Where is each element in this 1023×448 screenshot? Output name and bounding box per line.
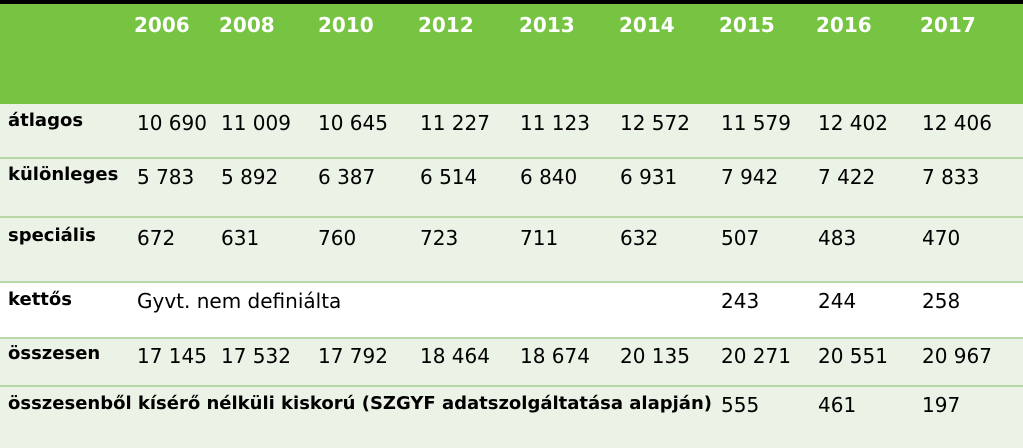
table-cell: 10 645	[318, 111, 388, 135]
row-separator	[0, 216, 1023, 218]
table-cell: 18 464	[420, 344, 490, 368]
table-cell: 20 967	[922, 344, 992, 368]
row-separator	[0, 385, 1023, 387]
table-row: speciális 672 631 760 723 711 632 507 48…	[0, 218, 1023, 281]
table-row: különleges 5 783 5 892 6 387 6 514 6 840…	[0, 159, 1023, 216]
year-header: 2012	[418, 13, 474, 37]
row-label: különleges	[8, 164, 119, 185]
table-cell: 11 009	[221, 111, 291, 135]
year-header: 2016	[816, 13, 872, 37]
table-cell: 12 572	[620, 111, 690, 135]
table-cell: 672	[137, 226, 176, 250]
table-cell: 11 579	[721, 111, 791, 135]
table-row: összesenből kísérő nélküli kiskorú (SZGY…	[0, 387, 1023, 448]
row-separator	[0, 281, 1023, 283]
year-header: 2010	[318, 13, 374, 37]
table-cell: 760	[318, 226, 357, 250]
year-header: 2013	[519, 13, 575, 37]
top-border	[0, 0, 1023, 4]
table-cell: 483	[818, 226, 857, 250]
table-cell: 244	[818, 289, 857, 313]
row-label: kettős	[8, 289, 72, 310]
table-row: kettős Gyvt. nem definiálta 243 244 258	[0, 283, 1023, 337]
table-cell: 17 792	[318, 344, 388, 368]
table-cell: 632	[620, 226, 659, 250]
table-row: átlagos 10 690 11 009 10 645 11 227 11 1…	[0, 104, 1023, 157]
table-cell: 6 931	[620, 165, 678, 189]
table-cell: 20 135	[620, 344, 690, 368]
table-cell: 18 674	[520, 344, 590, 368]
table-cell: 631	[221, 226, 260, 250]
table-cell: 7 942	[721, 165, 779, 189]
table-cell: 11 227	[420, 111, 490, 135]
table-cell: 555	[721, 393, 760, 417]
row-label: összesenből kísérő nélküli kiskorú (SZGY…	[8, 393, 712, 414]
table-cell: 6 840	[520, 165, 578, 189]
table-cell: 5 783	[137, 165, 195, 189]
table-cell: 258	[922, 289, 961, 313]
row-label: speciális	[8, 225, 96, 246]
row-note: Gyvt. nem definiálta	[137, 289, 342, 313]
row-label: átlagos	[8, 110, 84, 131]
table-cell: 197	[922, 393, 961, 417]
year-header: 2015	[719, 13, 775, 37]
table-cell: 17 145	[137, 344, 207, 368]
table-cell: 6 514	[420, 165, 478, 189]
table-cell: 12 402	[818, 111, 888, 135]
table-cell: 20 551	[818, 344, 888, 368]
table-cell: 20 271	[721, 344, 791, 368]
table-cell: 243	[721, 289, 760, 313]
table-cell: 11 123	[520, 111, 590, 135]
table-cell: 17 532	[221, 344, 291, 368]
year-header: 2017	[920, 13, 976, 37]
row-separator	[0, 337, 1023, 339]
year-header: 2014	[619, 13, 675, 37]
table-cell: 6 387	[318, 165, 376, 189]
table-cell: 12 406	[922, 111, 992, 135]
table-cell: 5 892	[221, 165, 279, 189]
year-header: 2008	[219, 13, 275, 37]
table-cell: 723	[420, 226, 459, 250]
year-header: 2006	[134, 13, 190, 37]
table-row: összesen 17 145 17 532 17 792 18 464 18 …	[0, 339, 1023, 385]
table-cell: 461	[818, 393, 857, 417]
table-cell: 7 422	[818, 165, 876, 189]
table-cell: 470	[922, 226, 961, 250]
table-cell: 507	[721, 226, 760, 250]
row-label: összesen	[8, 343, 101, 364]
table-cell: 711	[520, 226, 559, 250]
row-separator	[0, 157, 1023, 159]
table-cell: 7 833	[922, 165, 980, 189]
table-header-row: 2006 2008 2010 2012 2013 2014 2015 2016 …	[0, 4, 1023, 104]
table-cell: 10 690	[137, 111, 207, 135]
